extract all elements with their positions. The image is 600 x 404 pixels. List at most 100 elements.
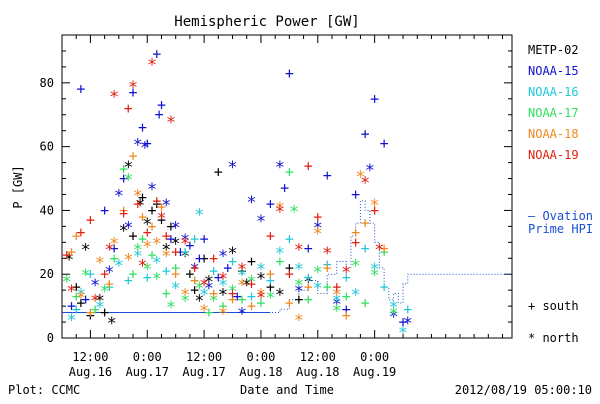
data-point: * xyxy=(180,234,190,254)
legend-entry: NOAA-17 xyxy=(528,106,579,120)
data-point: + xyxy=(228,252,237,270)
legend-entry: NOAA-18 xyxy=(528,127,579,141)
data-point: + xyxy=(155,106,164,124)
footer-timestamp: 2012/08/19 05:00:10 xyxy=(455,383,592,397)
data-point: + xyxy=(124,99,133,117)
data-point: + xyxy=(219,297,228,315)
data-point: * xyxy=(81,241,91,261)
legend-entry: METP-02 xyxy=(528,43,579,57)
data-point: * xyxy=(123,250,133,270)
data-point: * xyxy=(66,282,76,302)
data-point: + xyxy=(185,265,194,283)
data-point: + xyxy=(285,163,294,181)
data-point: + xyxy=(304,278,313,296)
data-point: + xyxy=(162,284,171,302)
data-point: + xyxy=(266,227,275,245)
data-point: + xyxy=(200,249,209,267)
data-point: * xyxy=(161,247,171,267)
data-point: + xyxy=(323,259,332,277)
data-point: * xyxy=(81,266,91,286)
data-point: * xyxy=(388,298,398,318)
data-point: * xyxy=(218,304,228,324)
data-point: + xyxy=(91,300,100,318)
data-point: + xyxy=(138,189,147,207)
data-point: * xyxy=(246,193,256,213)
data-point: * xyxy=(403,314,413,334)
data-point: * xyxy=(237,260,247,280)
data-point: + xyxy=(214,163,223,181)
data-point: + xyxy=(143,134,152,152)
data-point: + xyxy=(152,192,161,210)
data-point: * xyxy=(142,260,152,280)
data-point: + xyxy=(399,313,408,331)
data-point: + xyxy=(237,262,246,280)
data-point: * xyxy=(218,269,228,289)
y-tick-label: 0 xyxy=(47,331,54,345)
data-point: + xyxy=(162,262,171,280)
data-point: * xyxy=(135,196,145,216)
data-point: * xyxy=(180,231,190,251)
data-point: + xyxy=(147,246,156,264)
data-point: + xyxy=(351,224,360,242)
data-point: + xyxy=(143,268,152,286)
data-point: + xyxy=(247,275,256,293)
data-point: * xyxy=(100,282,110,302)
data-point: + xyxy=(190,259,199,277)
data-point: + xyxy=(285,259,294,277)
data-point: * xyxy=(256,269,266,289)
data-point: + xyxy=(176,243,185,261)
legend-south: + south xyxy=(528,299,579,313)
data-point: + xyxy=(119,170,128,188)
data-point: + xyxy=(190,272,199,290)
data-point: * xyxy=(171,279,181,299)
data-point: + xyxy=(313,208,322,226)
data-point: + xyxy=(370,201,379,219)
data-point: + xyxy=(280,179,289,197)
data-point: * xyxy=(109,88,119,108)
data-point: * xyxy=(123,218,133,238)
data-point: * xyxy=(313,218,323,238)
data-point: + xyxy=(76,80,85,98)
x-tick-label-date: Aug.19 xyxy=(353,365,396,379)
ovation-hpi-line xyxy=(62,200,512,313)
data-point: + xyxy=(214,268,223,286)
data-point: + xyxy=(67,297,76,315)
data-point: + xyxy=(152,45,161,63)
data-point: + xyxy=(100,303,109,321)
data-point: * xyxy=(275,199,285,219)
data-point: * xyxy=(107,314,117,334)
data-point: * xyxy=(227,158,237,178)
data-point: + xyxy=(323,256,332,274)
data-point: * xyxy=(294,311,304,331)
data-point: * xyxy=(237,276,247,296)
data-point: * xyxy=(332,301,342,321)
data-point: * xyxy=(256,212,266,232)
data-point: * xyxy=(104,263,114,283)
data-point: * xyxy=(156,209,166,229)
data-point: * xyxy=(194,292,204,312)
data-point: * xyxy=(374,241,384,261)
data-point: * xyxy=(218,247,228,267)
data-point: * xyxy=(322,244,332,264)
data-point: * xyxy=(133,241,143,261)
x-tick-label-time: 12:00 xyxy=(72,350,108,364)
data-point: + xyxy=(380,278,389,296)
data-point: + xyxy=(403,300,412,318)
data-point: + xyxy=(294,291,303,309)
y-axis-label: P [GW] xyxy=(11,165,25,208)
ovation-label-line2: Prime HPI xyxy=(528,222,593,236)
data-point: * xyxy=(142,238,152,258)
data-point: + xyxy=(181,243,190,261)
data-point: + xyxy=(138,208,147,226)
data-point: + xyxy=(62,246,71,264)
data-point: * xyxy=(256,260,266,280)
x-tick-label-date: Aug.18 xyxy=(296,365,339,379)
data-point: + xyxy=(304,291,313,309)
data-point: + xyxy=(342,288,351,306)
data-point: * xyxy=(227,244,237,264)
data-point: * xyxy=(237,266,247,286)
data-point: * xyxy=(246,273,256,293)
data-point: * xyxy=(204,273,214,293)
data-point: + xyxy=(285,64,294,82)
data-point: + xyxy=(285,265,294,283)
